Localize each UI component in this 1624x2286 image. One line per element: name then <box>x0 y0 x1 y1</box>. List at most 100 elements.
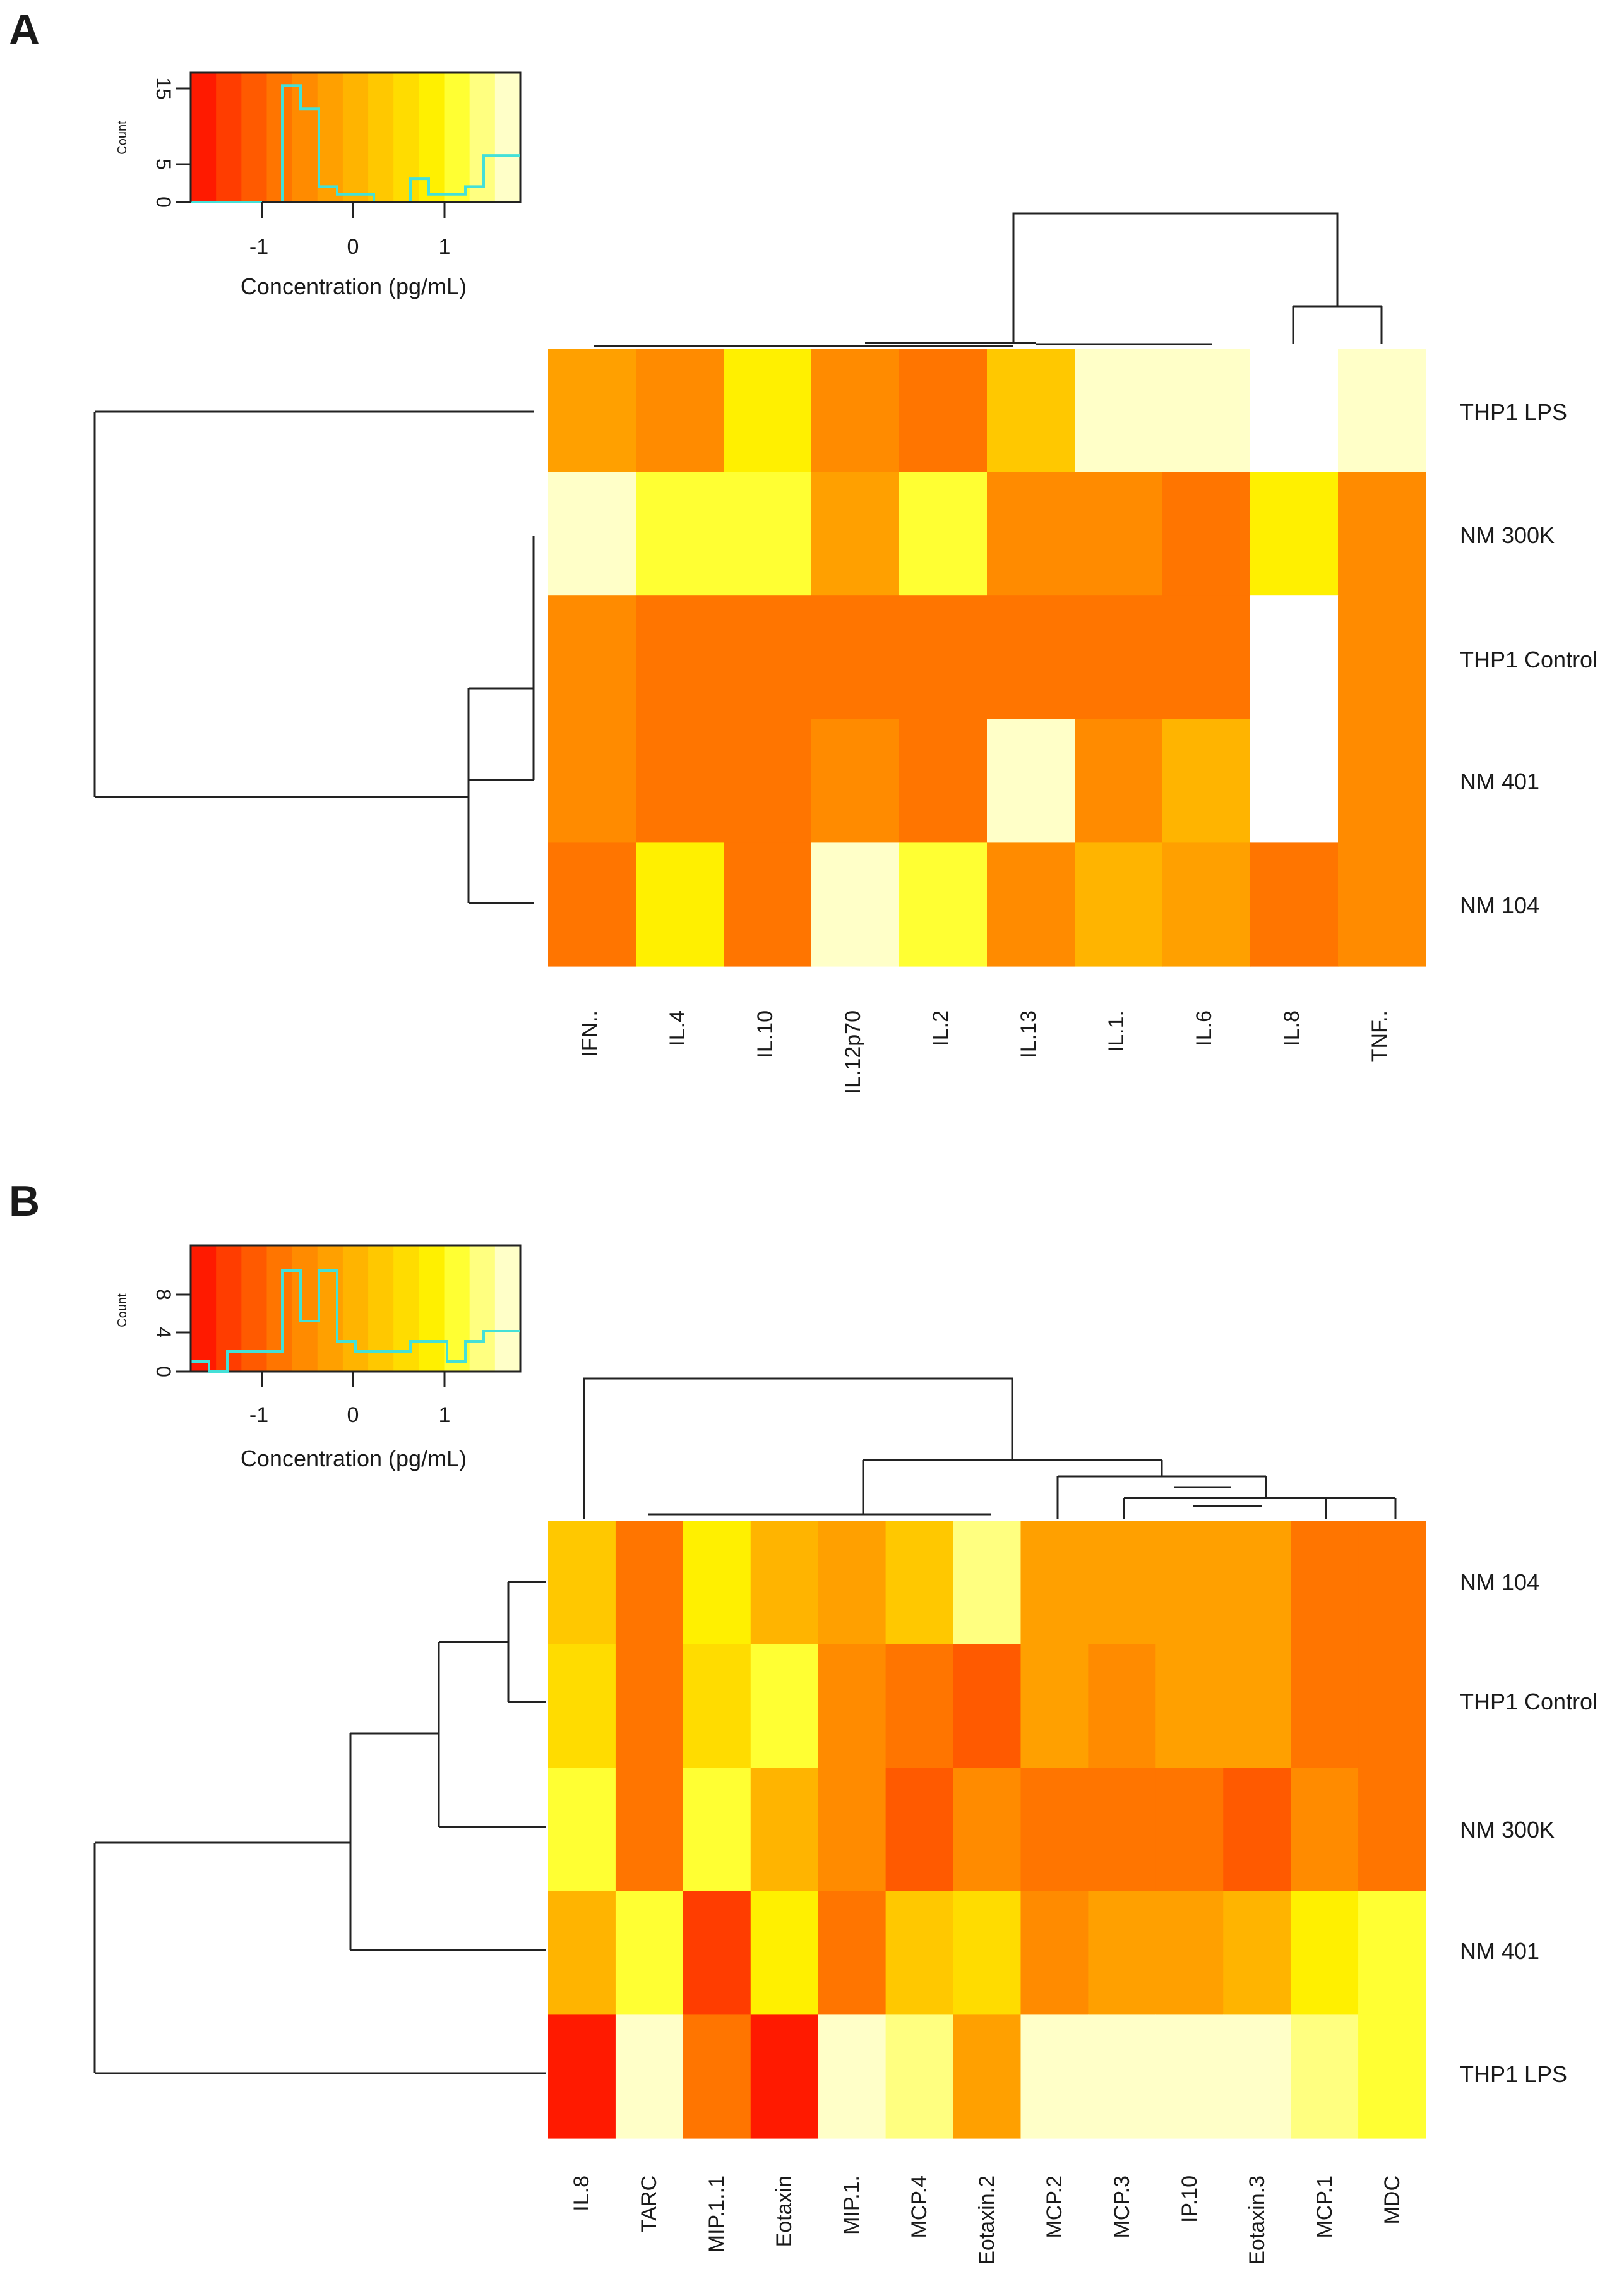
heatmap-cell <box>1338 595 1426 720</box>
heatmap-cell <box>811 472 900 596</box>
heatmap-cell <box>811 595 900 720</box>
color-key-swatch <box>317 1245 343 1372</box>
color-key-swatch <box>494 1245 521 1372</box>
heatmap-cell <box>683 1644 751 1768</box>
panel-a-letter: A <box>9 6 40 54</box>
column-label: Eotaxin <box>772 2175 796 2247</box>
color-key-a-y-tick-label: 5 <box>152 159 175 170</box>
color-key-a-y-tick-label: 0 <box>152 196 175 208</box>
heatmap-cell <box>885 1644 954 1768</box>
column-label: MCP.4 <box>907 2175 931 2239</box>
heatmap-cell <box>548 1521 616 1645</box>
heatmap-cell <box>899 842 988 967</box>
heatmap-cell <box>1020 1521 1089 1645</box>
column-label: MIP.1..1 <box>705 2175 729 2253</box>
heatmap-cell <box>1338 472 1426 596</box>
heatmap-cell <box>1088 1644 1156 1768</box>
row-label: NM 401 <box>1460 769 1539 794</box>
heatmap-cell <box>1250 349 1339 473</box>
heatmap-cell <box>1155 1521 1224 1645</box>
column-label: TARC <box>637 2175 661 2232</box>
column-label: IL.8 <box>1280 1010 1304 1046</box>
heatmap-cell <box>615 2014 684 2139</box>
heatmap-cell <box>818 1521 887 1645</box>
color-key-a-y-label: Count <box>116 121 129 155</box>
color-key-swatch <box>419 1245 445 1372</box>
heatmap-cell <box>899 472 988 596</box>
column-dendrogram-b <box>583 1377 1397 1519</box>
panel-b: B -1 0 1 Concentration (pg/mL) 0 4 8 Cou… <box>9 1177 1597 2265</box>
heatmap-cell <box>615 1891 684 2015</box>
heatmap-cell <box>899 349 988 473</box>
heatmap-cell <box>636 349 724 473</box>
heatmap-cell <box>1162 842 1251 967</box>
color-key-swatch <box>292 1245 318 1372</box>
color-key-b-x-label: Concentration (pg/mL) <box>241 1445 467 1471</box>
row-label: NM 300K <box>1460 1817 1555 1843</box>
column-label: MDC <box>1380 2175 1404 2224</box>
heatmap-cell <box>899 595 988 720</box>
heatmap-cell <box>1075 719 1163 843</box>
color-key-swatch <box>191 1245 217 1372</box>
column-label: MCP.1 <box>1313 2175 1337 2239</box>
heatmap-cell <box>811 719 900 843</box>
color-key-swatch <box>444 73 470 202</box>
heatmap-cell <box>1358 1521 1426 1645</box>
heatmap-cell <box>953 1768 1022 1892</box>
row-label: NM 300K <box>1460 522 1555 548</box>
heatmap-cell <box>1223 1891 1291 2015</box>
column-dendrogram-a <box>594 212 1383 347</box>
heatmap-cell <box>615 1768 684 1892</box>
heatmap-cell <box>899 719 988 843</box>
heatmap-cell <box>885 1891 954 2015</box>
color-key-b-y-tick-label: 8 <box>152 1289 175 1300</box>
heatmap-cell <box>1155 1644 1224 1768</box>
heatmap-cell <box>1075 349 1163 473</box>
heatmap-cell <box>1162 349 1251 473</box>
heatmap-cell <box>1155 2014 1224 2139</box>
color-key-a-x-tick-label: 0 <box>347 235 359 259</box>
color-key-b-y-tick-label: 0 <box>152 1366 175 1377</box>
row-dendrogram-b <box>93 1581 546 2074</box>
heatmap-cell <box>1223 1768 1291 1892</box>
heatmap-cell <box>724 595 812 720</box>
color-key-a-strips <box>191 73 521 202</box>
color-key-swatch <box>317 73 343 202</box>
heatmap-cell <box>1075 842 1163 967</box>
heatmap-cell <box>724 349 812 473</box>
heatmap-cell <box>1338 719 1426 843</box>
heatmap-cell <box>750 1644 819 1768</box>
heatmap-cell <box>548 2014 616 2139</box>
row-labels-b: NM 104 THP1 Control NM 300K NM 401 THP1 … <box>1460 1569 1597 2087</box>
heatmap-cell <box>885 1521 954 1645</box>
heatmap-cell <box>724 719 812 843</box>
heatmap-a-cells <box>548 349 1426 967</box>
column-label: IL.10 <box>753 1010 777 1058</box>
heatmap-cell <box>548 842 636 967</box>
color-key-swatch <box>469 1245 496 1372</box>
color-key-swatch <box>216 73 242 202</box>
row-labels-a: THP1 LPS NM 300K THP1 Control NM 401 NM … <box>1460 399 1597 918</box>
row-label: NM 104 <box>1460 1569 1539 1595</box>
panel-b-letter: B <box>9 1177 40 1225</box>
color-key-a-x-tick-label: 1 <box>439 235 451 259</box>
heatmap-cell <box>1250 472 1339 596</box>
heatmap-cell <box>1358 1644 1426 1768</box>
panel-a: A -1 0 1 Concentration (pg/mL) 0 5 15 Co… <box>9 6 1597 1094</box>
heatmap-cell <box>1020 2014 1089 2139</box>
heatmap-cell <box>636 472 724 596</box>
color-key-swatch <box>368 73 394 202</box>
column-label: IL.6 <box>1192 1010 1216 1046</box>
heatmap-cell <box>1155 1768 1224 1892</box>
heatmap-cell <box>724 472 812 596</box>
color-key-swatch <box>266 73 293 202</box>
row-label: NM 401 <box>1460 1938 1539 1964</box>
row-label: THP1 LPS <box>1460 399 1567 425</box>
heatmap-cell <box>953 2014 1022 2139</box>
row-label: NM 104 <box>1460 892 1539 918</box>
heatmap-cell <box>1075 595 1163 720</box>
heatmap-cell <box>818 1644 887 1768</box>
heatmap-cell <box>1162 719 1251 843</box>
heatmap-cell <box>1291 1768 1359 1892</box>
